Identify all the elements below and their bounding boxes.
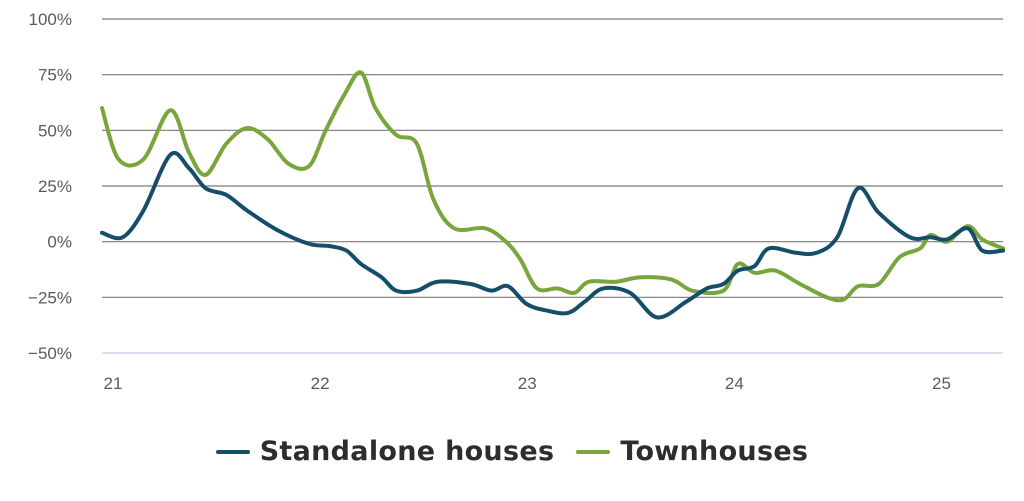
legend-item-standalone-houses[interactable]: Standalone houses [215,436,555,467]
legend-label-townhouses: Townhouses [620,436,809,467]
line-chart-plot: 100% 75% 50% 25% 0% −25% −50% 21 22 23 24 25 [28,10,1005,393]
series-line-townhouses [100,70,1005,303]
y-tick-label: 100% [29,10,72,29]
y-tick-label: 25% [38,177,72,196]
x-tick-label: 25 [932,374,951,393]
x-tick-label: 24 [725,374,744,393]
gridlines [102,18,1003,354]
y-tick-label: −50% [28,344,72,363]
y-tick-label: −25% [28,288,72,307]
series-lines [100,70,1005,320]
y-tick-label: 50% [38,121,72,140]
y-tick-label: 75% [38,66,72,85]
y-tick-label: 0% [47,233,72,252]
legend: Standalone houses Townhouses [0,436,1024,467]
legend-label-standalone-houses: Standalone houses [259,436,555,467]
x-tick-label: 22 [311,374,330,393]
series-line-standalone-houses [100,151,1005,320]
y-axis-ticks: 100% 75% 50% 25% 0% −25% −50% [28,10,72,363]
legend-item-townhouses[interactable]: Townhouses [576,436,808,467]
x-tick-label: 23 [518,374,537,393]
legend-swatch-standalone-houses [215,449,250,454]
x-tick-label: 21 [104,374,123,393]
legend-swatch-townhouses [576,449,611,454]
x-axis-ticks: 21 22 23 24 25 [104,374,951,393]
